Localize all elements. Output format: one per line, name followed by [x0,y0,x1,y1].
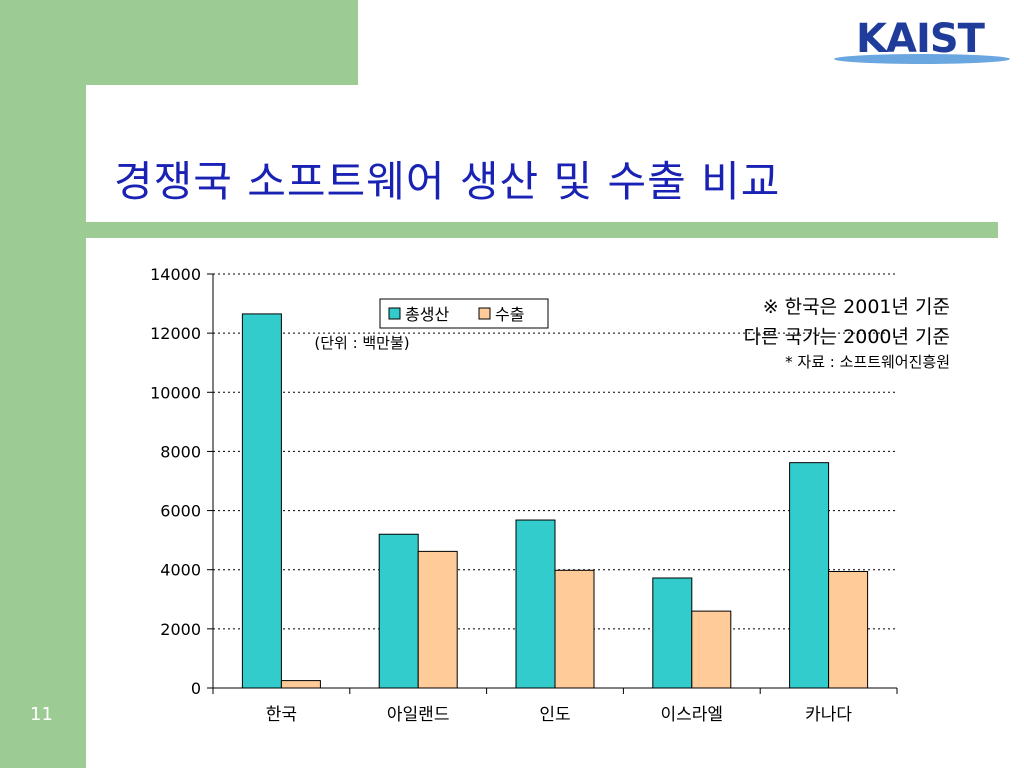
page-number: 11 [30,704,53,725]
green-side-band [0,0,86,768]
slide-title: 경쟁국 소프트웨어 생산 및 수출 비교 [114,157,781,206]
bar-export [554,569,595,689]
bar-export [828,570,869,689]
bar-production [378,533,419,689]
legend: 총생산 수출 [379,298,549,329]
y-tick-label: 4000 [160,561,201,580]
bar-production [652,577,693,689]
y-tick-label: 6000 [160,502,201,521]
note-other-basis: 다른 국가는 2000년 기준 [743,326,950,348]
legend-label: 수출 [495,305,524,324]
kaist-logo: KAIST [834,16,1010,64]
bar-production [241,313,282,689]
note-source: * 자료 : 소프트웨어진흥원 [785,353,950,371]
title-underline-bar [86,222,998,238]
bar-export [417,550,458,689]
bar-export [280,680,321,689]
x-tick-label: 카나다 [805,705,852,725]
x-tick-label: 한국 [266,705,297,725]
legend-label: 총생산 [405,305,449,324]
note-korea-basis: ※ 한국은 2001년 기준 [762,296,950,318]
x-tick-label: 이스라엘 [661,705,724,725]
y-tick-label: 0 [191,679,201,698]
unit-label: (단위 : 백만불) [314,334,409,352]
y-tick-label: 12000 [150,324,201,343]
legend-swatch [478,307,491,320]
bars [241,313,869,689]
axes: 0 2000 4000 6000 8000 10000 12000 14000 한국 아일랜드 인도… [150,265,898,725]
bar-production [515,519,556,689]
y-tick-label: 2000 [160,620,201,639]
bar-export [691,610,732,689]
y-tick-label: 10000 [150,383,201,402]
x-tick-label: 아일랜드 [387,705,450,725]
bar-production [789,462,830,689]
y-tick-label: 14000 [150,265,201,284]
x-tick-label: 인도 [539,705,570,725]
y-tick-label: 8000 [160,442,201,461]
logo-text: KAIST [856,16,986,62]
logo-swoosh [834,54,1010,64]
legend-swatch [388,307,401,320]
legend-box [379,298,549,329]
